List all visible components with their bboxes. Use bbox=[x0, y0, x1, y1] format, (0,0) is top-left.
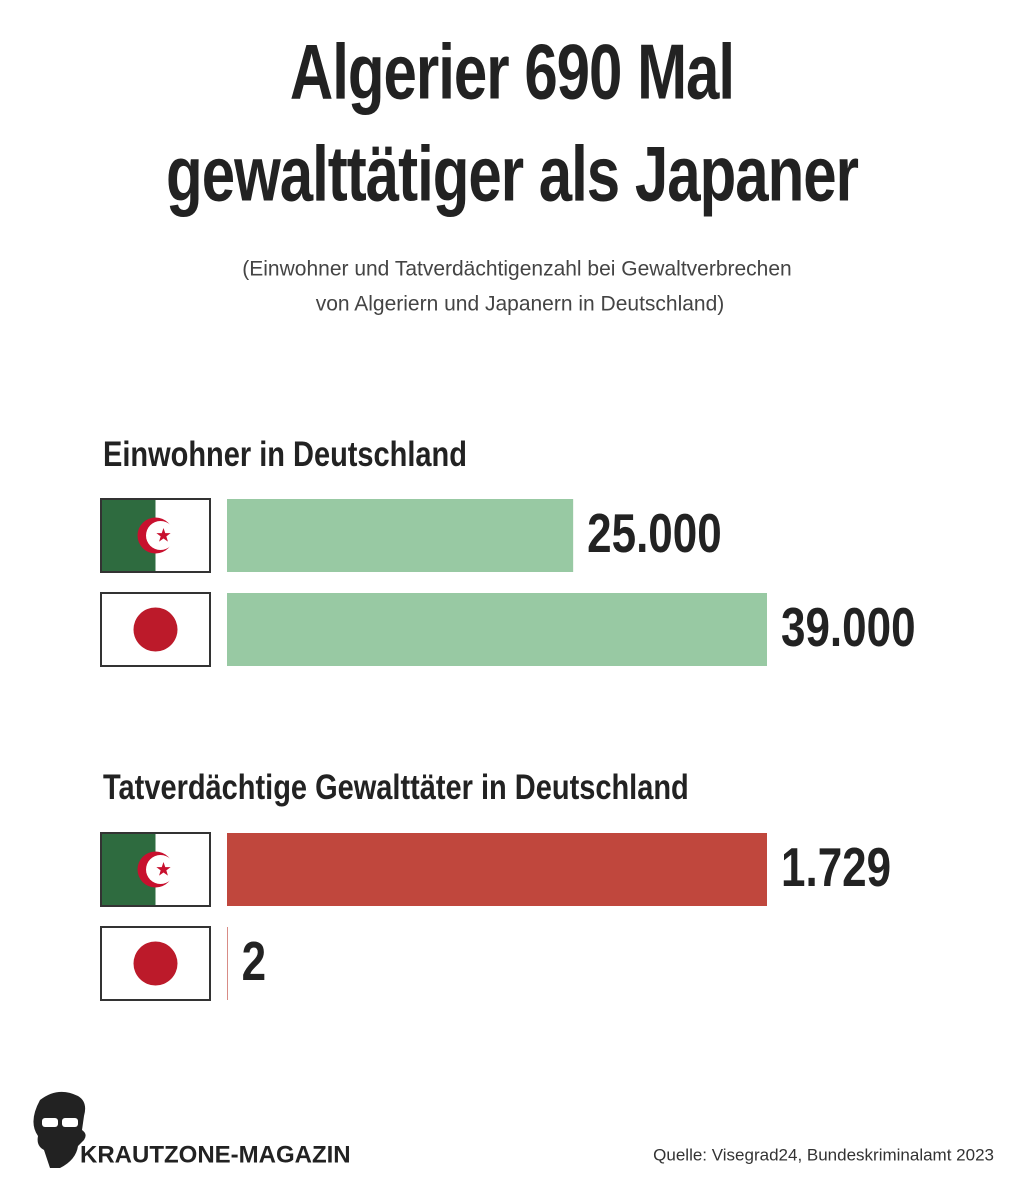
brand: KRAUTZONE-MAGAZIN bbox=[80, 1141, 351, 1168]
flag-border bbox=[100, 498, 211, 573]
title: gewalttätiger als Japaner bbox=[166, 130, 859, 217]
chart-title-group: Einwohner in Deutschland bbox=[103, 435, 467, 474]
title: Algerier 690 Mal bbox=[290, 28, 734, 115]
star bbox=[156, 528, 171, 542]
value-label-group: 25.000 bbox=[587, 502, 722, 564]
bar-chart: Einwohner in Deutschland 25.000 39.000 bbox=[100, 435, 916, 667]
brand-logo bbox=[33, 1091, 86, 1168]
bar bbox=[227, 593, 767, 666]
flag bbox=[100, 926, 211, 1001]
value-label: 2 bbox=[242, 930, 266, 992]
value-label: 25.000 bbox=[587, 502, 722, 564]
subtitle: (Einwohner und Tatverdächtigenzahl bei G… bbox=[242, 258, 791, 281]
flag bbox=[100, 498, 211, 573]
flag-border bbox=[100, 832, 211, 907]
chart-title: Einwohner in Deutschland bbox=[103, 435, 467, 474]
flag-border bbox=[100, 592, 211, 667]
sun bbox=[133, 941, 178, 986]
value-label-group: 2 bbox=[242, 930, 266, 992]
chart-title-group: Tatverdächtige Gewalttäter in Deutschlan… bbox=[103, 768, 689, 807]
title-line: gewalttätiger als Japaner bbox=[166, 130, 860, 217]
sun bbox=[133, 607, 178, 652]
flag bbox=[100, 592, 211, 667]
subtitle: von Algeriern und Japanern in Deutschlan… bbox=[316, 293, 725, 316]
title-line: Algerier 690 Mal bbox=[290, 28, 735, 115]
bar bbox=[227, 833, 767, 906]
value-label-group: 1.729 bbox=[781, 836, 891, 898]
bar bbox=[227, 927, 228, 1000]
bar-chart: Tatverdächtige Gewalttäter in Deutschlan… bbox=[100, 768, 891, 1001]
value-label-group: 39.000 bbox=[781, 596, 916, 658]
chart-title: Tatverdächtige Gewalttäter in Deutschlan… bbox=[103, 768, 689, 807]
flag-border bbox=[100, 926, 211, 1001]
source: Quelle: Visegrad24, Bundeskriminalamt 20… bbox=[653, 1145, 994, 1164]
star bbox=[156, 862, 171, 876]
bar bbox=[227, 499, 574, 572]
value-label: 1.729 bbox=[781, 836, 891, 898]
value-label: 39.000 bbox=[781, 596, 916, 658]
flag bbox=[100, 832, 211, 907]
